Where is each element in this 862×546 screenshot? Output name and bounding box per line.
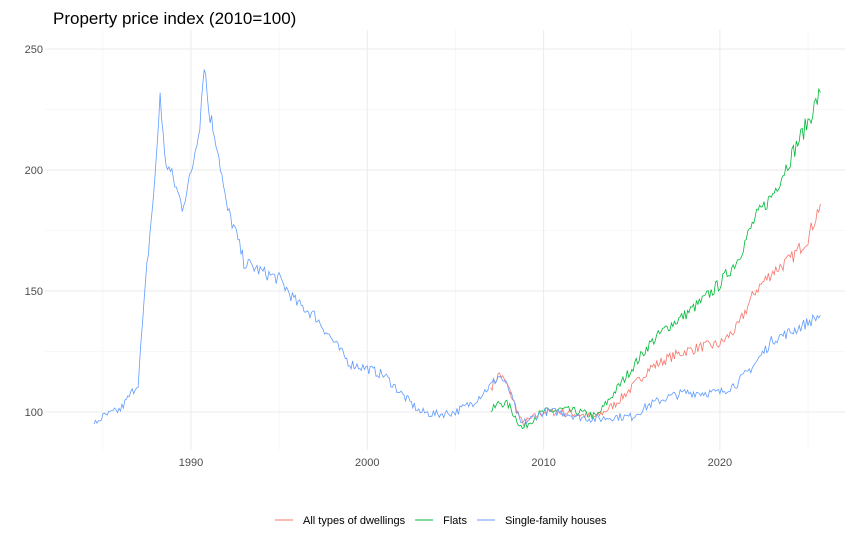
x-tick-label: 2000	[355, 457, 379, 469]
chart-title: Property price index (2010=100)	[53, 9, 296, 28]
legend-label: Flats	[443, 515, 467, 527]
x-tick-label: 2010	[531, 457, 555, 469]
x-tick-label: 1990	[179, 457, 203, 469]
legend-label: All types of dwellings	[303, 515, 406, 527]
series-line-all-types-of-dwellings	[490, 203, 821, 428]
legend-label: Single-family houses	[505, 515, 607, 527]
legend-item: Single-family houses	[476, 515, 607, 527]
y-tick-label: 250	[25, 44, 43, 56]
y-tick-label: 150	[25, 286, 43, 298]
series-line-flats	[490, 87, 821, 430]
y-tick-label: 100	[25, 407, 43, 419]
legend-item: Flats	[415, 515, 467, 527]
y-tick-label: 200	[25, 165, 43, 177]
legend-item: All types of dwellings	[275, 515, 406, 527]
x-tick-label: 2020	[708, 457, 732, 469]
series-line-single-family-houses	[93, 69, 821, 425]
